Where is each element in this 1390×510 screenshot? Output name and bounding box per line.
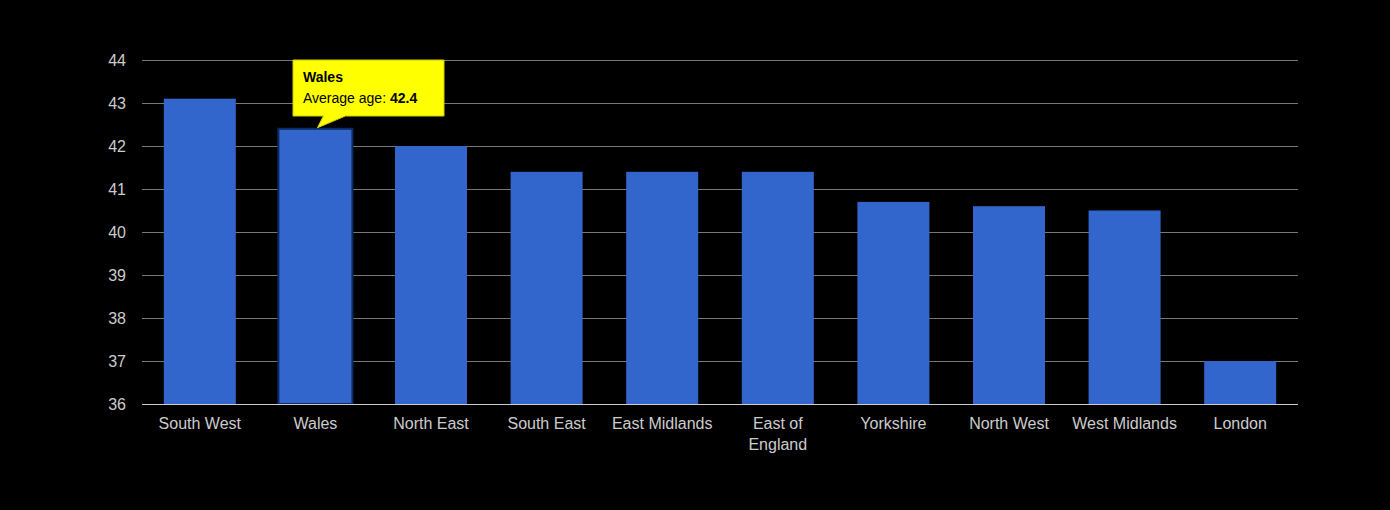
y-tick-label: 37 xyxy=(108,353,126,370)
x-tick-label: East Midlands xyxy=(612,415,713,432)
x-tick-line: West Midlands xyxy=(1072,415,1177,432)
y-tick-label: 44 xyxy=(108,52,126,69)
x-tick-line: England xyxy=(748,436,807,453)
bar xyxy=(973,206,1045,404)
x-tick-label: London xyxy=(1214,415,1267,432)
x-tick-label: Yorkshire xyxy=(860,415,926,432)
y-tick-label: 39 xyxy=(108,267,126,284)
bars xyxy=(164,99,1276,404)
tooltip-text: Average age: 42.4 xyxy=(303,90,417,106)
x-tick-line: North East xyxy=(393,415,469,432)
x-tick-label: North East xyxy=(393,415,469,432)
bar xyxy=(626,172,698,404)
x-tick-line: East of xyxy=(753,415,803,432)
y-tick-label: 36 xyxy=(108,396,126,413)
x-tick-line: Yorkshire xyxy=(860,415,926,432)
x-tick-line: East Midlands xyxy=(612,415,713,432)
tooltip-value: 42.4 xyxy=(390,90,417,106)
y-tick-label: 38 xyxy=(108,310,126,327)
tooltip: Wales Average age: 42.4 xyxy=(293,60,444,128)
bar xyxy=(1204,361,1276,404)
bar xyxy=(395,146,467,404)
tooltip-box xyxy=(293,60,444,128)
bar xyxy=(857,202,929,404)
bar xyxy=(511,172,583,404)
y-tick-label: 40 xyxy=(108,224,126,241)
chart: 36 37 38 39 40 41 42 43 44 South West Wales North E… xyxy=(0,0,1390,510)
x-tick-label: South West xyxy=(159,415,242,432)
y-tick-label: 43 xyxy=(108,95,126,112)
x-tick-label: Wales xyxy=(293,415,337,432)
x-tick-label: North West xyxy=(969,415,1049,432)
bar xyxy=(742,172,814,404)
bar xyxy=(1089,211,1161,405)
x-tick-line: South West xyxy=(159,415,242,432)
x-tick-label: South East xyxy=(507,415,586,432)
bar xyxy=(164,99,236,404)
grid-line xyxy=(142,404,1298,405)
bar xyxy=(278,129,352,404)
background xyxy=(0,0,1390,510)
x-tick-line: London xyxy=(1214,415,1267,432)
x-tick-line: South East xyxy=(507,415,586,432)
x-tick-label: West Midlands xyxy=(1072,415,1177,432)
tooltip-label: Average age: xyxy=(303,90,390,106)
tooltip-title: Wales xyxy=(303,69,343,85)
y-tick-label: 42 xyxy=(108,138,126,155)
y-tick-label: 41 xyxy=(108,181,126,198)
x-tick-line: North West xyxy=(969,415,1049,432)
x-tick-label: East of England xyxy=(748,415,807,453)
x-tick-line: Wales xyxy=(293,415,337,432)
